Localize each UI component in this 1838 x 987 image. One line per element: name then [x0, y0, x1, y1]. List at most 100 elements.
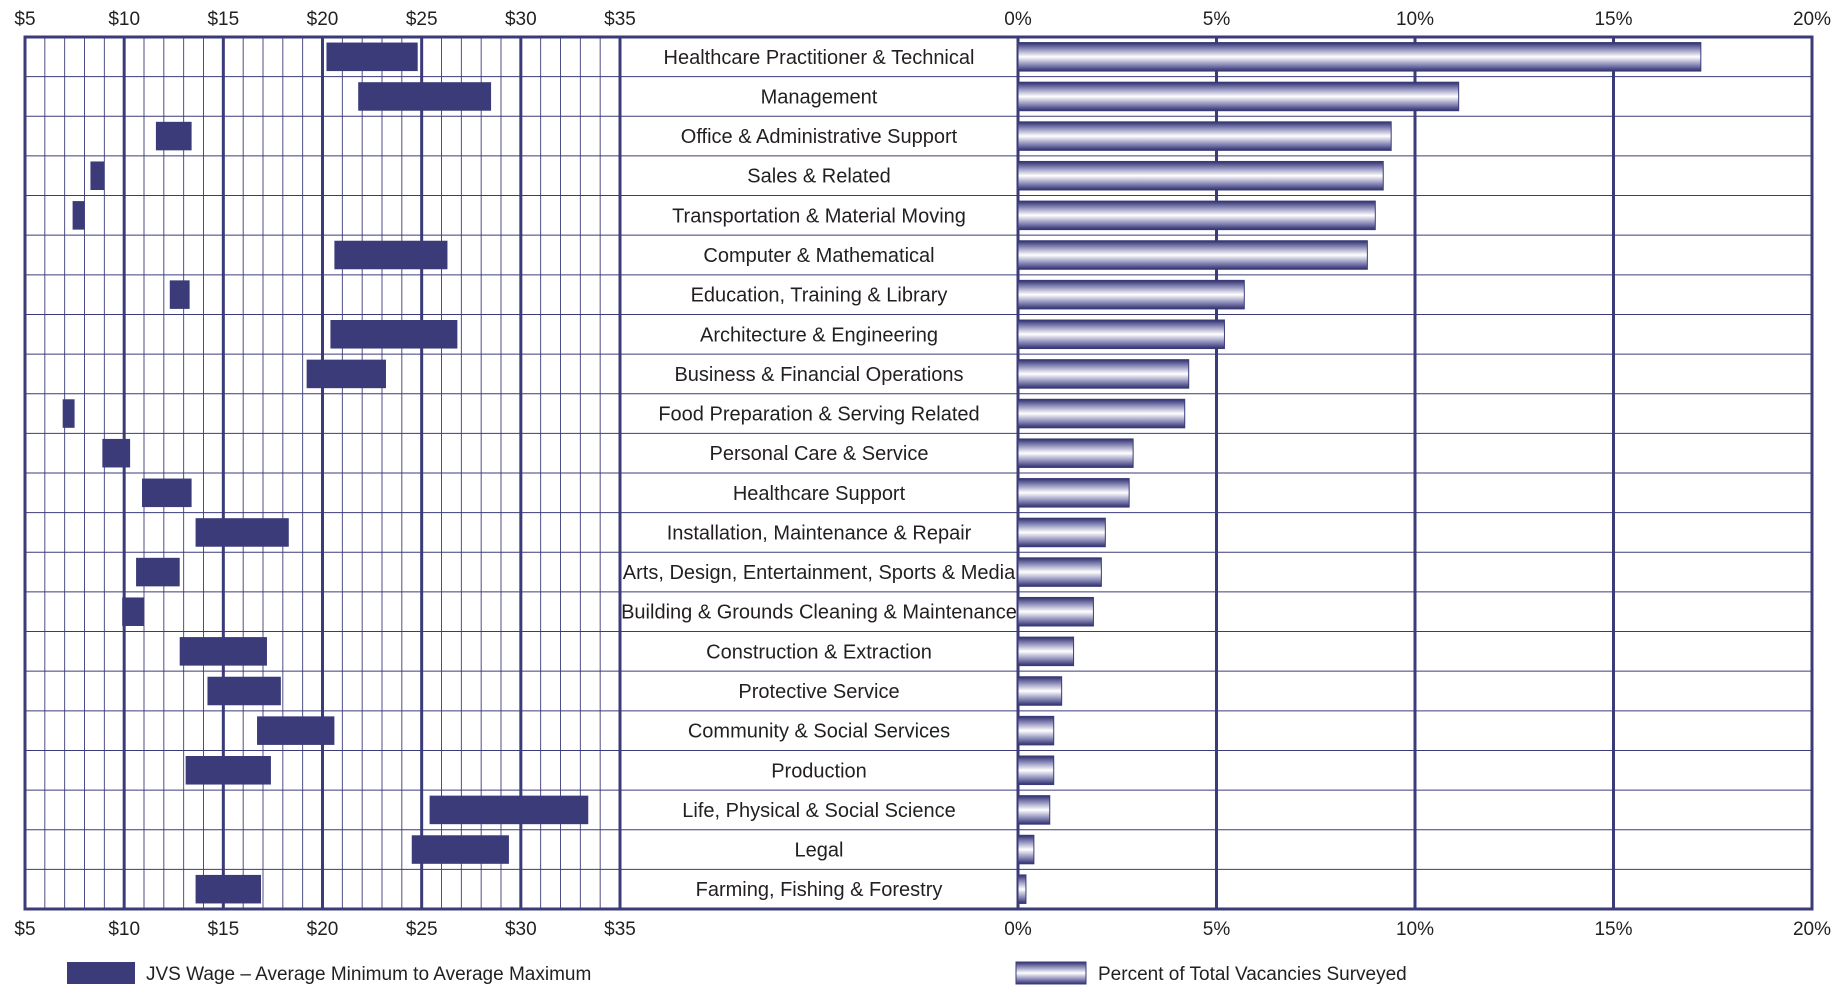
category-label: Food Preparation & Serving Related: [658, 404, 979, 426]
wage-tick-label: $25: [406, 9, 438, 30]
vacancy-tick-label: 15%: [1594, 919, 1632, 940]
wage-range-bar: [72, 201, 85, 230]
vacancy-percent-bar: [1017, 398, 1186, 429]
wage-tick-label: $30: [505, 9, 537, 30]
legend-swatch-vacancies: [1015, 961, 1087, 985]
vacancy-tick-label: 0%: [1004, 9, 1032, 30]
vacancy-percent-bar: [1017, 160, 1384, 191]
wage-range-bar: [207, 676, 281, 706]
vacancy-percent-bar: [1017, 359, 1190, 389]
wage-range-bar: [195, 518, 289, 547]
category-label: Arts, Design, Entertainment, Sports & Me…: [623, 562, 1016, 584]
grid-layer: [23, 35, 1814, 911]
labels-layer: $5 $5 $10 $10 $15 $15 $20 $20 $25 $25 $30 $30 $35 $35…: [14, 9, 1831, 940]
wage-tick-label: $30: [505, 919, 537, 940]
wage-tick-label: $5: [14, 919, 35, 940]
vacancy-percent-bar: [1017, 81, 1460, 112]
vacancy-percent-bar: [1017, 596, 1094, 627]
wage-range-bar: [195, 874, 262, 904]
category-label: Life, Physical & Social Science: [682, 800, 955, 822]
vacancy-tick-label: 20%: [1793, 9, 1831, 30]
vacancy-percent-bar: [1017, 240, 1368, 270]
wage-range-bar: [136, 557, 180, 587]
legend-label-vacancies: Percent of Total Vacancies Surveyed: [1098, 964, 1407, 985]
wage-tick-label: $20: [307, 919, 339, 940]
wage-range-bar: [411, 835, 509, 864]
vacancy-percent-bar: [1017, 478, 1130, 508]
wage-range-bar: [90, 161, 105, 190]
wage-range-bar: [334, 240, 448, 270]
category-label: Protective Service: [738, 681, 899, 703]
wage-tick-label: $10: [108, 919, 140, 940]
wage-tick-label: $25: [406, 919, 438, 940]
category-label: Computer & Mathematical: [703, 245, 934, 267]
wage-range-bar: [179, 637, 267, 666]
vacancy-percent-bar: [1017, 42, 1702, 72]
wage-tick-label: $5: [14, 9, 35, 30]
category-label: Farming, Fishing & Forestry: [696, 879, 943, 901]
legend-swatch-wage: [67, 962, 135, 984]
category-label: Community & Social Services: [688, 721, 950, 743]
wage-range-bar: [358, 82, 492, 111]
vacancy-percent-bar: [1017, 715, 1055, 746]
category-label: Sales & Related: [747, 166, 890, 188]
wage-range-bar: [185, 756, 271, 785]
vacancy-percent-bar: [1017, 121, 1392, 151]
vacancy-percent-bar: [1017, 874, 1027, 904]
wage-tick-label: $10: [108, 9, 140, 30]
category-label: Healthcare Support: [733, 483, 906, 505]
vacancy-percent-bar: [1017, 834, 1035, 865]
vacancy-percent-bar: [1017, 755, 1055, 786]
vacancy-percent-bar: [1017, 319, 1225, 350]
wage-tick-label: $35: [604, 9, 636, 30]
wage-tick-label: $35: [604, 919, 636, 940]
category-label: Legal: [795, 840, 844, 862]
legend: JVS Wage – Average Minimum to Average Ma…: [67, 961, 1407, 985]
vacancy-percent-bar: [1017, 557, 1102, 587]
vacancy-percent-bar: [1017, 438, 1134, 468]
vacancy-percent-bar: [1017, 517, 1106, 548]
wage-range-bar: [142, 478, 192, 508]
category-label: Installation, Maintenance & Repair: [667, 522, 972, 544]
category-label: Personal Care & Service: [710, 443, 929, 465]
vacancy-percent-bar: [1017, 200, 1376, 231]
category-label: Construction & Extraction: [706, 641, 932, 663]
category-label: Architecture & Engineering: [700, 324, 938, 346]
legend-label-wage: JVS Wage – Average Minimum to Average Ma…: [146, 964, 591, 985]
vacancy-tick-label: 5%: [1203, 9, 1231, 30]
wage-tick-label: $15: [207, 919, 239, 940]
vacancy-tick-label: 15%: [1594, 9, 1632, 30]
wage-range-bar: [326, 42, 418, 72]
vacancy-tick-label: 10%: [1396, 919, 1434, 940]
vacancy-tick-label: 0%: [1004, 919, 1032, 940]
wage-range-bar: [330, 320, 458, 349]
wage-range-bar: [155, 121, 192, 151]
wage-range-bar: [257, 716, 335, 745]
wage-range-bar: [429, 795, 589, 825]
vacancy-percent-bar: [1017, 636, 1075, 667]
wage-range-bar: [122, 597, 144, 626]
category-label: Healthcare Practitioner & Technical: [664, 47, 975, 69]
category-label: Business & Financial Operations: [674, 364, 963, 386]
vacancy-percent-bar: [1017, 676, 1063, 706]
bars-layer: [62, 42, 1702, 904]
category-label: Education, Training & Library: [691, 285, 948, 307]
wage-tick-label: $20: [307, 9, 339, 30]
category-label: Management: [761, 86, 878, 108]
category-label: Office & Administrative Support: [681, 126, 958, 148]
wage-range-bar: [306, 359, 386, 389]
vacancy-percent-bar: [1017, 795, 1051, 825]
vacancy-tick-label: 5%: [1203, 919, 1231, 940]
category-label: Building & Grounds Cleaning & Maintenanc…: [621, 602, 1017, 624]
wage-range-bar: [102, 438, 131, 468]
vacancy-percent-bar: [1017, 279, 1245, 310]
chart-frame: [23, 35, 1814, 911]
category-label: Production: [771, 760, 867, 782]
wage-range-bar: [62, 399, 75, 428]
vacancy-tick-label: 10%: [1396, 9, 1434, 30]
category-label: Transportation & Material Moving: [672, 205, 966, 227]
vacancy-tick-label: 20%: [1793, 919, 1831, 940]
wage-range-bar: [169, 280, 190, 309]
wage-tick-label: $15: [207, 9, 239, 30]
